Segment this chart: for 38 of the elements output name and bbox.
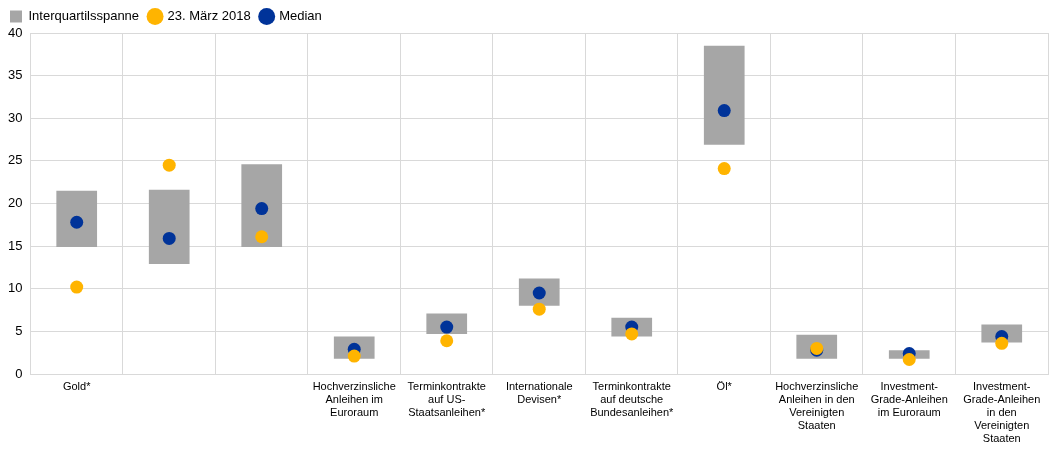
bar [148,189,190,265]
x-tick-label: Hochverzinsliche Anleihen in den Vereinigten Staaten [775,379,859,432]
point [440,334,454,348]
x-tick-label: Hochverzinsliche Anleihen im Euroraum [312,379,396,419]
y-tick-label: 25 [7,152,23,168]
point [532,302,546,316]
point [717,104,731,118]
point [995,336,1009,350]
x-tick-label: Öl* [716,379,733,392]
x-tick-label: Investment-Grade-Anleihen in den Vereinigten Staaten [963,379,1041,445]
x-tick-label: Gold* [62,379,92,392]
point [255,202,269,216]
legend-label: Median [279,8,322,24]
y-tick-label: 10 [7,280,23,296]
y-tick-label: 35 [7,67,23,83]
x-tick-label: Terminkontrakte auf deutsche Bundesanleihen* [590,379,675,419]
y-tick-label: 0 [15,365,23,381]
legend-label: 23. März 2018 [167,8,251,24]
y-tick-label: 40 [7,24,23,40]
point [255,230,269,244]
point [162,231,176,245]
y-tick-label: 5 [15,322,23,338]
legend-label: Interquartilsspanne [28,8,140,24]
point [717,162,731,176]
y-tick-label: 30 [7,109,23,125]
bar [56,190,98,247]
x-tick-label: Terminkontrakte auf US-Staatsanleihen* [407,379,486,419]
bar [241,164,283,247]
y-tick-label: 20 [7,195,23,211]
bar [703,45,745,145]
point [70,215,84,229]
y-tick-label: 15 [7,237,23,253]
point [70,280,84,294]
point [902,353,916,367]
point [347,349,361,363]
x-tick-label: Internationale Devisen* [505,379,573,405]
point [162,158,176,172]
x-tick-label: Investment-Grade-Anleihen im Euroraum [870,379,948,419]
